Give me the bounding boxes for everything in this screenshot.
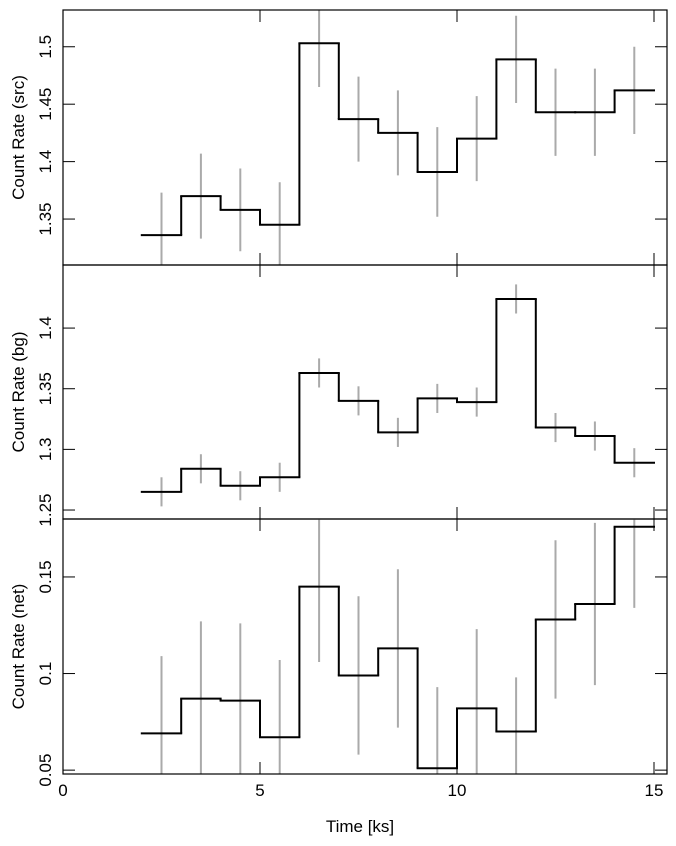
plot-frame xyxy=(62,264,668,520)
y-tick-label: 0.05 xyxy=(36,754,55,787)
y-tick-label: 1.25 xyxy=(36,493,55,526)
y-tick-label: 1.3 xyxy=(36,438,55,462)
y-axis-label: Count Rate (bg) xyxy=(9,332,28,453)
x-tick-label: 0 xyxy=(58,781,67,800)
y-tick-label: 1.4 xyxy=(36,150,55,174)
plot-frame xyxy=(62,518,668,775)
y-tick-label: 0.15 xyxy=(36,560,55,593)
y-tick-label: 1.35 xyxy=(36,203,55,236)
y-tick-label: 0.1 xyxy=(36,662,55,686)
x-tick-label: 5 xyxy=(255,781,264,800)
x-tick-label: 15 xyxy=(645,781,664,800)
x-tick-label: 10 xyxy=(448,781,467,800)
y-tick-label: 1.45 xyxy=(36,88,55,121)
y-tick-label: 1.35 xyxy=(36,372,55,405)
y-axis-label: Count Rate (src) xyxy=(9,75,28,200)
plot-frame xyxy=(62,9,668,266)
x-axis-label: Time [ks] xyxy=(326,817,394,836)
y-tick-label: 1.5 xyxy=(36,35,55,59)
y-tick-label: 1.4 xyxy=(36,316,55,340)
y-axis-label: Count Rate (net) xyxy=(9,584,28,710)
